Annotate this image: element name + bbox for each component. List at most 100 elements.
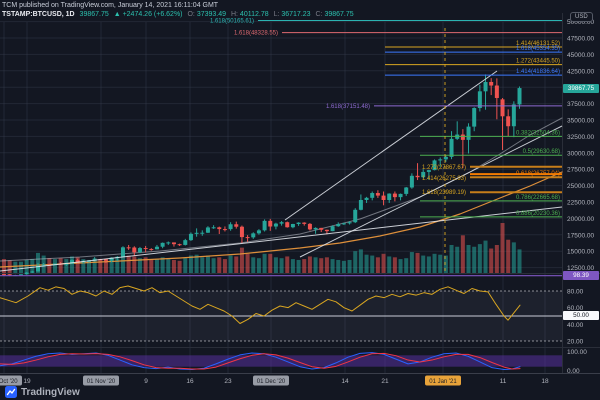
- volume-bar: [477, 244, 482, 273]
- candle-body: [2, 274, 6, 276]
- volume-bar: [154, 259, 159, 273]
- volume-bar: [472, 246, 477, 273]
- fib-label: 0.886(20230.36): [516, 211, 560, 217]
- candle-body: [341, 223, 346, 225]
- candle-body: [137, 248, 142, 253]
- candle-body: [69, 260, 74, 264]
- candle-body: [409, 175, 414, 188]
- candle-body: [387, 193, 392, 201]
- volume-bar: [324, 257, 329, 273]
- volume-bar: [302, 259, 307, 273]
- candle-body: [330, 226, 335, 232]
- candle-body: [273, 223, 278, 227]
- time-label: 16: [186, 378, 194, 385]
- fib-label: 1.414(26275.93): [422, 176, 466, 182]
- volume-bar: [381, 253, 386, 273]
- volume-bar: [18, 261, 23, 273]
- candle-body: [364, 197, 369, 200]
- volume-bar: [52, 259, 57, 273]
- candle-body: [154, 246, 159, 250]
- candle-body: [432, 160, 437, 171]
- candle-body: [392, 193, 397, 198]
- ma-line-fast: [0, 117, 563, 262]
- volume-bar: [171, 259, 176, 273]
- price-tick-label: 20000.00: [567, 216, 594, 223]
- currency-unit-badge[interactable]: USD: [570, 12, 593, 22]
- fib-label: 0.382(32504.36): [516, 130, 560, 136]
- price-tick-label: 25000.00: [567, 183, 594, 190]
- candle-body: [132, 247, 137, 253]
- volume-bar: [251, 257, 256, 273]
- volume-bar: [307, 256, 312, 273]
- volume-bar: [98, 259, 103, 273]
- candle-body: [302, 222, 307, 224]
- stoch-tick-label: 0.00: [567, 368, 580, 375]
- candle-body: [166, 242, 171, 244]
- price-tick-label: 27500.00: [567, 167, 594, 174]
- volume-bar: [432, 253, 437, 273]
- candle-body: [217, 227, 222, 230]
- time-label-box-month: [83, 375, 119, 386]
- volume-bar: [137, 258, 142, 273]
- tradingview-watermark[interactable]: TradingView: [5, 386, 80, 398]
- time-label-box-month: [0, 375, 22, 386]
- volume-bar: [438, 254, 443, 273]
- stoch-tick-label: 100.00: [567, 349, 587, 356]
- candle-body: [35, 265, 40, 272]
- candle-body: [489, 81, 494, 86]
- candle-body: [251, 233, 256, 238]
- volume-bar: [126, 255, 131, 273]
- candle-body: [18, 274, 23, 276]
- volume-bar: [120, 253, 125, 273]
- candle-body: [262, 220, 267, 231]
- candle-body: [313, 227, 318, 230]
- rsi-tick-label: 20.00: [567, 338, 584, 345]
- volume-bar: [443, 255, 448, 273]
- volume-bar: [415, 252, 420, 273]
- price-axis[interactable]: 50000.0047500.0045000.0042500.0040000.00…: [567, 19, 594, 375]
- volume-bar: [460, 235, 465, 273]
- price-tick-label: 35000.00: [567, 118, 594, 125]
- volume-bar: [115, 258, 120, 273]
- volume-bar: [387, 256, 392, 273]
- candle-body: [279, 222, 284, 224]
- candle-body: [370, 193, 375, 198]
- rsi-pane: [0, 275, 562, 342]
- volume-bar: [64, 259, 69, 273]
- volume-bar: [86, 259, 91, 273]
- volume-bar: [285, 256, 290, 273]
- volume-bar: [358, 249, 363, 273]
- volume-bar: [336, 259, 341, 273]
- fib-label: 1.414(46131.52): [516, 41, 560, 47]
- candle-body: [268, 220, 273, 227]
- trendline: [0, 206, 563, 272]
- candle-body: [375, 193, 380, 196]
- candle-body: [194, 232, 199, 234]
- candle-body: [200, 232, 205, 234]
- volume-bar: [489, 248, 494, 273]
- price-tick-label: 22500.00: [567, 200, 594, 207]
- fib-label: 1.414(41836.64): [516, 69, 560, 75]
- volume-bar: [132, 256, 137, 273]
- candle-body: [506, 116, 511, 127]
- candle-body: [296, 222, 301, 224]
- volume-bar: [81, 259, 86, 273]
- volume-bar: [183, 258, 188, 273]
- candle-body: [7, 274, 12, 276]
- volume-bar: [228, 255, 233, 273]
- volume-series: [2, 223, 522, 273]
- volume-bar: [24, 259, 29, 273]
- volume-bar: [370, 255, 375, 273]
- candle-body: [494, 85, 499, 98]
- time-label-box-year: [425, 375, 461, 386]
- volume-bar: [245, 253, 250, 273]
- time-axis[interactable]: 12 Oct '20 19 01 Nov '20 9 16 23 01 Dec '20 14 2…: [0, 375, 549, 386]
- candle-body: [177, 244, 182, 246]
- volume-bar: [268, 253, 273, 273]
- volume-bar: [398, 259, 403, 273]
- rsi-tick-label: 80.00: [567, 289, 584, 296]
- fib-label: 1.618(48328.55): [234, 31, 278, 37]
- volume-bar: [211, 258, 216, 273]
